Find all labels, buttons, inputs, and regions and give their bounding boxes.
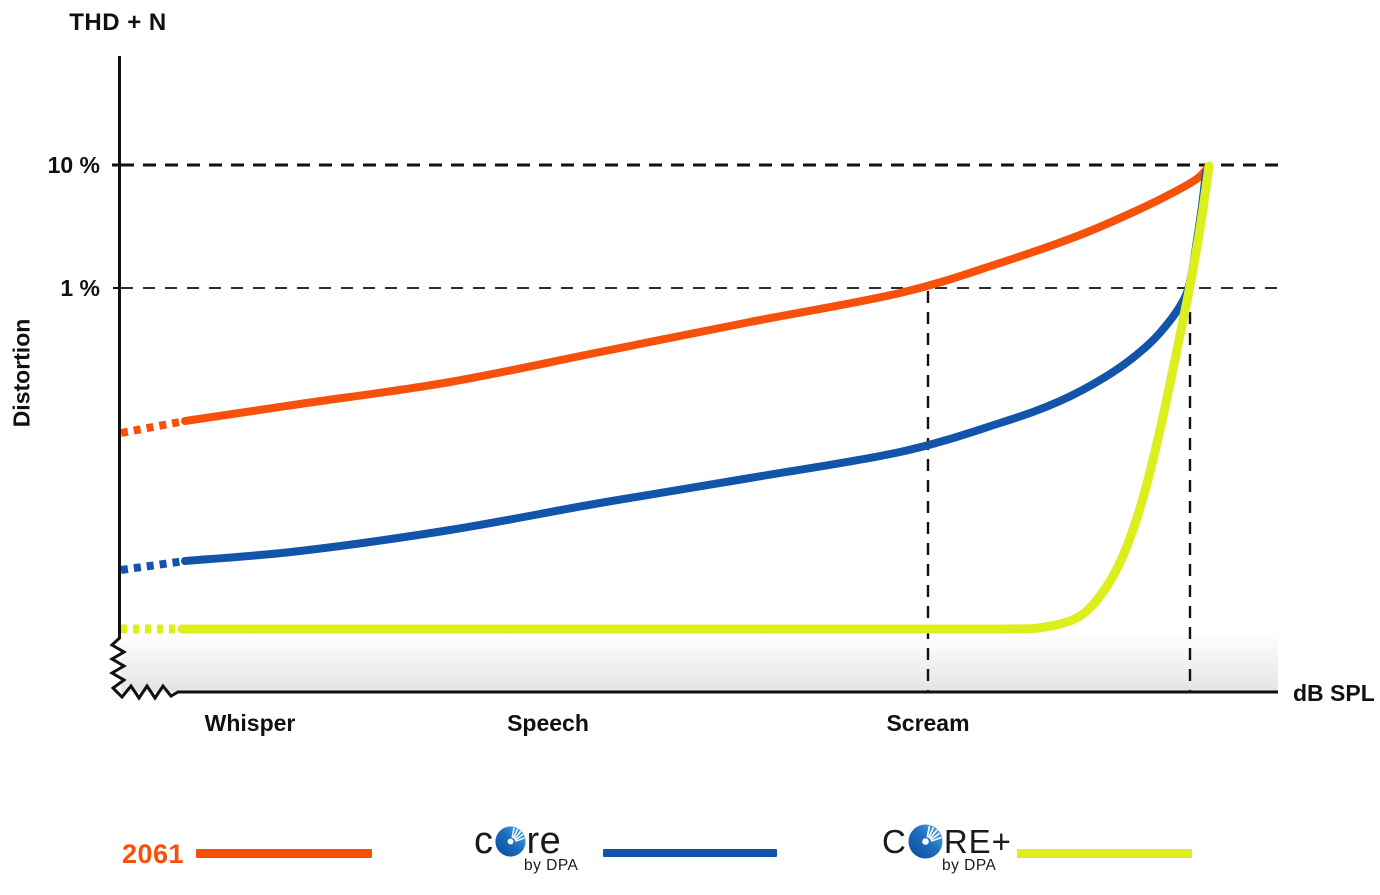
series-curves — [120, 161, 1214, 634]
dashed-guides — [121, 163, 1285, 691]
dpa-disc-icon — [908, 824, 943, 859]
curve-intro-dashes-2061 — [120, 417, 186, 437]
core-logo-text-re: re — [526, 820, 562, 862]
curve-intro-dashes-core-by-dpa — [120, 557, 186, 574]
x-label-whisper: Whisper — [204, 710, 296, 736]
core-by-dpa-logo: c re by DPA — [474, 822, 578, 875]
y-tick-label-1: 1 % — [60, 275, 100, 301]
legend-label-2061: 2061 — [121, 839, 185, 869]
core-logo-row: c re — [474, 822, 578, 860]
core-plus-logo-text-c: C — [882, 823, 907, 860]
legend-swatch-2061 — [196, 849, 372, 858]
core-plus-logo-subtext: by DPA — [942, 857, 997, 874]
core-plus-logo-row: C RE+ — [882, 824, 1012, 859]
chart-title: THD + N — [69, 9, 167, 36]
legend-swatch-core — [603, 849, 777, 857]
core-logo-text-c: c — [474, 820, 494, 862]
core-logo-subtext: by DPA — [524, 857, 579, 874]
x-label-scream: Scream — [886, 710, 970, 736]
axis-break-zigzag — [109, 636, 179, 701]
x-axis-title: dB SPL — [1293, 680, 1375, 706]
core-plus-by-dpa-logo: C RE+ by DPA — [882, 824, 1012, 875]
curve-2061 — [181, 162, 1213, 425]
curve-core-by-dpa — [181, 168, 1210, 565]
x-label-speech: Speech — [507, 710, 589, 736]
core-plus-logo-text-re: RE+ — [943, 823, 1012, 860]
floor-gradient — [121, 634, 1278, 692]
dpa-disc-icon — [494, 825, 526, 857]
axes — [109, 56, 1278, 701]
y-axis-title: Distortion — [8, 318, 35, 428]
curve-core-by-dpa — [177, 161, 1214, 634]
legend-swatch-core-plus — [1017, 849, 1192, 858]
y-tick-label-10: 10 % — [47, 152, 100, 178]
